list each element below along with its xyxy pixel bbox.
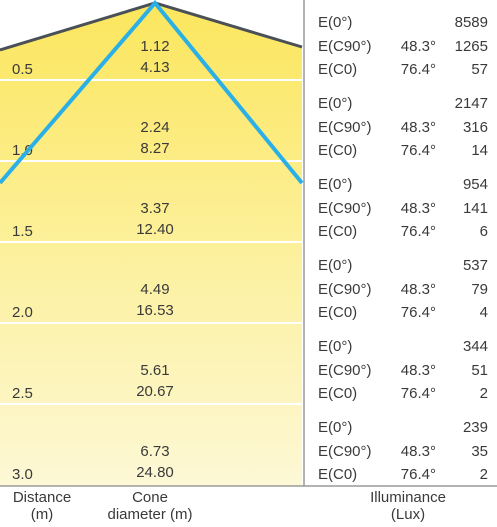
distance: 2.0 bbox=[12, 304, 33, 321]
distance: 1.0 bbox=[12, 142, 33, 159]
illum-value: 1265 bbox=[455, 38, 488, 55]
rows: 0.5 1.12 4.13 E(0°) 8589 E(C90°) 48.3° 1265 E(C0… bbox=[0, 14, 488, 483]
illum-value: 954 bbox=[463, 176, 488, 193]
cone-value: 1.12 bbox=[140, 38, 169, 55]
illum-angle: 76.4° bbox=[401, 466, 436, 483]
illum-value: 2 bbox=[480, 466, 488, 483]
beam-cone bbox=[0, 0, 304, 185]
illum-label: E(C0) bbox=[318, 142, 357, 159]
illum-label: E(0°) bbox=[318, 14, 352, 31]
illum-value: 316 bbox=[463, 119, 488, 136]
cone-value: 2.24 bbox=[140, 119, 169, 136]
illum-value: 79 bbox=[471, 281, 488, 298]
illum-label: E(0°) bbox=[318, 338, 352, 355]
illum-angle: 48.3° bbox=[401, 362, 436, 379]
illum-value: 344 bbox=[463, 338, 488, 355]
footer-label: (m) bbox=[31, 506, 54, 523]
illum-value: 51 bbox=[471, 362, 488, 379]
illum-label: E(C90°) bbox=[318, 281, 372, 298]
illum-angle: 48.3° bbox=[401, 200, 436, 217]
illum-label: E(C0) bbox=[318, 223, 357, 240]
illum-label: E(C90°) bbox=[318, 443, 372, 460]
illum-angle: 76.4° bbox=[401, 223, 436, 240]
cone-value: 6.73 bbox=[140, 443, 169, 460]
distance: 2.5 bbox=[12, 385, 33, 402]
illum-value: 537 bbox=[463, 257, 488, 274]
distance: 3.0 bbox=[12, 466, 33, 483]
cone-value: 12.40 bbox=[136, 221, 174, 238]
footer-label: diameter (m) bbox=[107, 506, 192, 523]
illum-label: E(C90°) bbox=[318, 119, 372, 136]
cone-value: 8.27 bbox=[140, 140, 169, 157]
illum-value: 239 bbox=[463, 419, 488, 436]
illum-angle: 76.4° bbox=[401, 385, 436, 402]
illum-label: E(0°) bbox=[318, 257, 352, 274]
illum-label: E(C90°) bbox=[318, 362, 372, 379]
illum-label: E(C0) bbox=[318, 61, 357, 78]
illum-label: E(0°) bbox=[318, 176, 352, 193]
illum-label: E(C0) bbox=[318, 304, 357, 321]
illum-value: 141 bbox=[463, 200, 488, 217]
illum-label: E(0°) bbox=[318, 419, 352, 436]
illum-label: E(C0) bbox=[318, 385, 357, 402]
illum-angle: 48.3° bbox=[401, 38, 436, 55]
cone-value: 5.61 bbox=[140, 362, 169, 379]
roof-mask bbox=[0, 0, 302, 50]
distance: 1.5 bbox=[12, 223, 33, 240]
illum-label: E(C0) bbox=[318, 466, 357, 483]
illum-value: 4 bbox=[480, 304, 488, 321]
illum-angle: 48.3° bbox=[401, 281, 436, 298]
cone-value: 16.53 bbox=[136, 302, 174, 319]
illum-angle: 48.3° bbox=[401, 443, 436, 460]
cone-value: 4.49 bbox=[140, 281, 169, 298]
footer-label: Illuminance bbox=[370, 489, 446, 506]
illum-value: 57 bbox=[471, 61, 488, 78]
illum-value: 2147 bbox=[455, 95, 488, 112]
illum-value: 35 bbox=[471, 443, 488, 460]
footer-label: (Lux) bbox=[391, 506, 425, 523]
illum-label: E(0°) bbox=[318, 95, 352, 112]
illum-label: E(C90°) bbox=[318, 200, 372, 217]
illum-value: 8589 bbox=[455, 14, 488, 31]
cone-value: 4.13 bbox=[140, 59, 169, 76]
footer-label: Distance bbox=[13, 489, 71, 506]
illum-angle: 76.4° bbox=[401, 304, 436, 321]
illum-angle: 76.4° bbox=[401, 142, 436, 159]
cone-value: 24.80 bbox=[136, 464, 174, 481]
cone-value: 3.37 bbox=[140, 200, 169, 217]
cone-value: 20.67 bbox=[136, 383, 174, 400]
illum-angle: 48.3° bbox=[401, 119, 436, 136]
illum-value: 2 bbox=[480, 385, 488, 402]
footer-label: Cone bbox=[132, 489, 168, 506]
illum-label: E(C90°) bbox=[318, 38, 372, 55]
distance: 0.5 bbox=[12, 61, 33, 78]
illum-angle: 76.4° bbox=[401, 61, 436, 78]
illum-value: 6 bbox=[480, 223, 488, 240]
illum-value: 14 bbox=[471, 142, 488, 159]
